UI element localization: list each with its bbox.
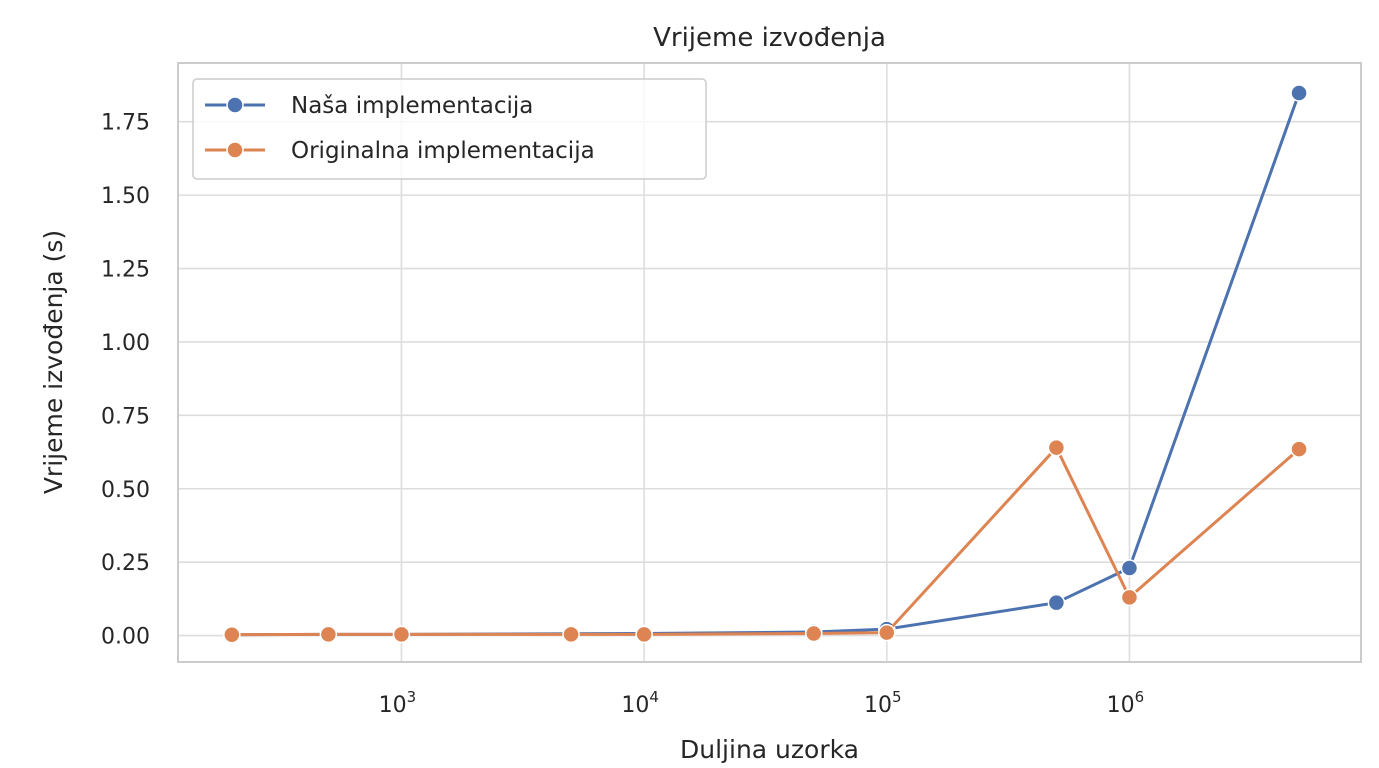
y-tick-label: 1.00 [101, 331, 150, 356]
x-tick-exponent: 3 [407, 688, 417, 706]
legend-box [192, 78, 707, 180]
x-tick-base: 10 [621, 693, 649, 718]
data-point [1047, 438, 1066, 457]
data-point [319, 625, 338, 644]
x-tick-base: 10 [1107, 693, 1135, 718]
data-point [1290, 440, 1308, 458]
data-point [804, 624, 823, 643]
legend-item: Originalna implementacija [205, 138, 595, 164]
data-point [1290, 84, 1308, 102]
y-tick-label: 0.75 [101, 404, 150, 429]
y-axis-label: Vrijeme izvođenja (s) [39, 230, 68, 494]
x-tick-exponent: 5 [892, 688, 902, 706]
data-point [1047, 593, 1066, 612]
x-tick-label: 106 [1107, 688, 1145, 718]
x-tick-base: 10 [379, 693, 407, 718]
data-point [562, 625, 580, 644]
data-point [635, 625, 653, 644]
y-tick-label: 0.50 [101, 478, 150, 503]
x-tick-label: 105 [864, 688, 902, 718]
series-line [231, 446, 1301, 637]
x-tick-label: 103 [379, 688, 417, 718]
data-point [1120, 588, 1139, 607]
x-tick-exponent: 6 [1135, 688, 1145, 706]
x-axis-label: Duljina uzorka [680, 735, 859, 764]
x-tick-label: 104 [621, 688, 659, 718]
series-1 [223, 438, 1308, 644]
legend-marker [226, 141, 244, 159]
legend: Naša implementacija Originalna implementa… [192, 78, 707, 180]
y-tick-label: 0.25 [101, 551, 150, 576]
y-tick-labels: 0.00 0.25 0.50 0.75 1.00 1.25 1.50 1.75 [101, 111, 150, 650]
legend-label: Originalna implementacija [291, 138, 595, 164]
data-point [223, 625, 241, 644]
data-point [392, 625, 411, 644]
series-layer [223, 84, 1308, 644]
x-tick-exponent: 4 [649, 688, 659, 706]
y-tick-label: 0.00 [101, 625, 150, 650]
data-point [878, 623, 896, 642]
x-tick-base: 10 [864, 693, 892, 718]
chart-title: Vrijeme izvođenja [653, 23, 886, 53]
legend-label: Naša implementacija [291, 93, 533, 119]
y-tick-label: 1.25 [101, 258, 150, 283]
legend-marker [226, 96, 244, 114]
legend-item: Naša implementacija [205, 93, 533, 119]
y-tick-label: 1.75 [101, 111, 150, 136]
y-tick-label: 1.50 [101, 184, 150, 209]
data-point [1120, 559, 1139, 577]
x-tick-labels: 103 104 105 106 [379, 688, 1145, 718]
plot-frame [177, 62, 1362, 663]
